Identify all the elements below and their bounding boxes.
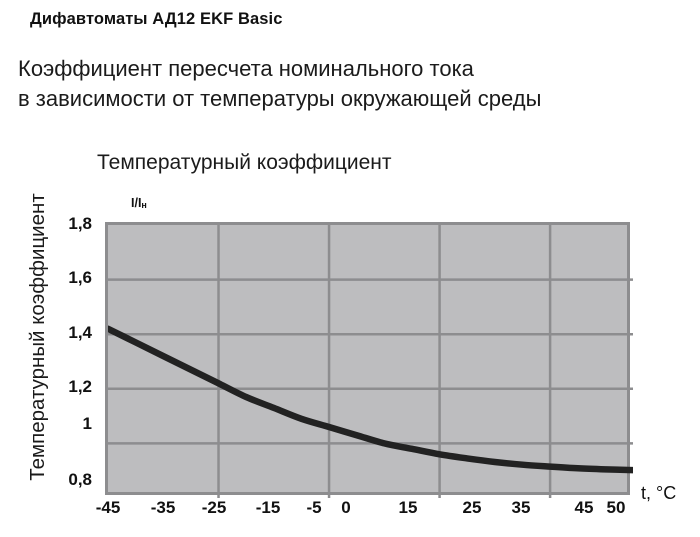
- y-tick-label-0.8: 0,8: [68, 470, 92, 489]
- document-title: Дифавтоматы АД12 EKF Basic: [30, 10, 283, 28]
- x-tick-label-25: 25: [462, 498, 482, 517]
- x-tick-label--35: -35: [150, 498, 176, 517]
- plot-svg: [108, 225, 633, 498]
- chart-container: Температурный коэффициент Температурный …: [0, 140, 700, 537]
- units-label: I/Iн: [131, 196, 147, 210]
- plot-area: [105, 222, 633, 498]
- subtitle-line-1: Коэффициент пересчета номинального тока: [18, 56, 474, 81]
- x-tick-label--5: -5: [306, 498, 322, 517]
- data-series-line: [108, 325, 633, 474]
- x-tick-label-15: 15: [398, 498, 418, 517]
- x-tick-label-0: 0: [341, 498, 351, 517]
- x-tick-label--45: -45: [95, 498, 121, 517]
- y-tick-label-1.6: 1,6: [68, 268, 92, 287]
- subtitle-line-2: в зависимости от температуры окружающей …: [18, 86, 542, 111]
- y-tick-label-1.4: 1,4: [68, 323, 92, 342]
- x-tick-label-35: 35: [511, 498, 531, 517]
- vertical-gridlines: [217, 225, 552, 498]
- units-label-main: I/I: [131, 196, 142, 210]
- horizontal-gridlines: [108, 278, 633, 445]
- x-tick-label--15: -15: [255, 498, 281, 517]
- x-tick-label-50: 50: [606, 498, 626, 517]
- y-tick-label-1.2: 1,2: [68, 377, 92, 396]
- y-tick-label-1: 1: [82, 414, 92, 433]
- document-subtitle: Коэффициент пересчета номинального тока …: [18, 54, 541, 114]
- chart-title: Температурный коэффициент: [97, 151, 392, 174]
- y-tick-label-1.8: 1,8: [68, 214, 92, 233]
- units-label-subscript: н: [141, 200, 147, 210]
- x-tick-label--25: -25: [201, 498, 227, 517]
- x-axis-label: t, °C: [641, 483, 677, 503]
- x-tick-label-45: 45: [574, 498, 594, 517]
